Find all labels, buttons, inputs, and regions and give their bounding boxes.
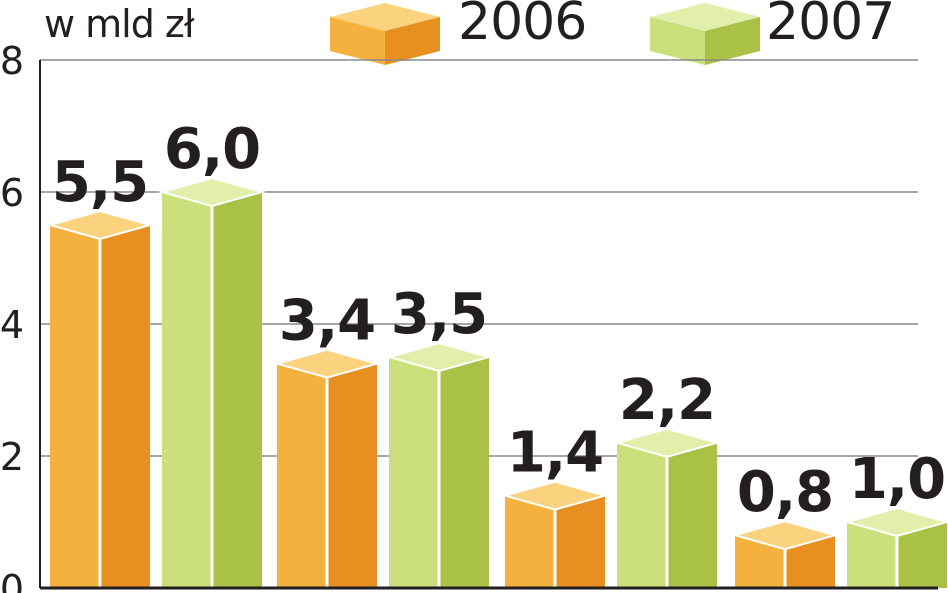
bar-2007-3-left-face — [617, 442, 667, 588]
legend-swatch-2007-right — [705, 17, 760, 65]
value-label-2007-1: 6,0 — [164, 117, 260, 182]
value-label-2006-4: 0,8 — [737, 460, 833, 525]
value-label-2007-4: 1,0 — [849, 447, 945, 512]
legend-swatch-2007 — [650, 3, 760, 65]
value-label-2007-2: 3,5 — [391, 282, 487, 347]
legend-swatch-2007-left — [650, 17, 705, 65]
bar-2006-3-left-face — [505, 495, 555, 588]
bar-2006-4-top — [731, 520, 839, 551]
y-tick-label: 8 — [0, 39, 24, 83]
bar-2006-1-right-face — [100, 225, 150, 588]
bar-2007-4-top — [843, 506, 948, 538]
legend-label-2006: 2006 — [458, 0, 587, 52]
bar-2006-3-top — [501, 480, 609, 511]
y-tick-label: 4 — [0, 303, 24, 347]
bar-2007-2-right-face — [439, 357, 489, 588]
bar-2007-1-top — [158, 176, 266, 208]
bar-2007-2-left-face — [389, 357, 439, 588]
legend-swatch-2006-right — [385, 17, 440, 65]
bar-2007-2-top — [385, 341, 493, 373]
legend-label-2007: 2007 — [766, 0, 895, 52]
bar-2007-3-right-face — [667, 442, 717, 588]
bar-2006-1-left-face — [50, 225, 100, 588]
value-label-2006-3: 1,4 — [507, 421, 603, 486]
bar-2007-1-right-face — [212, 192, 262, 588]
bar-2006-1-top — [46, 209, 154, 241]
bar-2006-3-right-face — [555, 495, 605, 588]
bar-2007-3-top — [613, 427, 721, 458]
y-tick-label: 2 — [0, 435, 24, 479]
value-label-2007-3: 2,2 — [619, 368, 715, 433]
y-tick-label: 0 — [0, 567, 24, 593]
legend-swatch-2006 — [330, 3, 440, 65]
value-label-2006-1: 5,5 — [52, 150, 148, 215]
bar-2006-2-left-face — [277, 363, 327, 588]
value-label-2006-2: 3,4 — [279, 289, 375, 354]
bar-2006-2-top — [273, 348, 381, 379]
unit-label: w mld zł — [44, 2, 195, 46]
legend-swatch-2006-left — [330, 17, 385, 65]
bar-2007-1-left-face — [162, 192, 212, 588]
bar-2006-2-right-face — [327, 363, 377, 588]
y-tick-label: 6 — [0, 171, 24, 215]
